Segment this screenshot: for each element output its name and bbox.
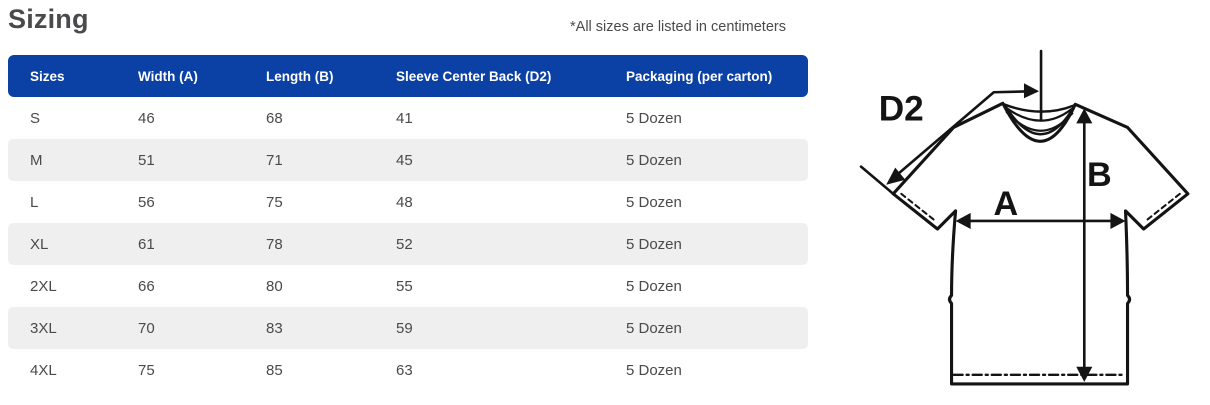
sleeve-arrowhead-top bbox=[1023, 83, 1040, 99]
page-title: Sizing bbox=[8, 4, 89, 34]
sleeve-label: D2 bbox=[879, 89, 924, 128]
length-arrowhead-bottom bbox=[1076, 366, 1093, 382]
size-cell: 63 bbox=[396, 361, 413, 379]
size-cell: 48 bbox=[396, 193, 413, 211]
left-cuff-stitch bbox=[900, 192, 937, 222]
length-arrowhead-top bbox=[1076, 108, 1093, 124]
size-cell: L bbox=[30, 193, 39, 211]
size-row: 4XL 75 85 63 5 Dozen bbox=[8, 349, 808, 391]
tshirt-outline bbox=[891, 101, 1190, 386]
size-row: XL 61 78 52 5 Dozen bbox=[8, 223, 808, 265]
size-cell: 2XL bbox=[30, 277, 57, 295]
size-cell: 5 Dozen bbox=[626, 109, 682, 127]
size-cell: 46 bbox=[138, 109, 155, 127]
size-row: M 51 71 45 5 Dozen bbox=[8, 139, 808, 181]
cuff-extension-line bbox=[859, 165, 895, 196]
size-cell: 71 bbox=[266, 151, 283, 169]
size-cell: M bbox=[30, 151, 43, 169]
size-cell: 80 bbox=[266, 277, 283, 295]
size-row: 2XL 66 80 55 5 Dozen bbox=[8, 265, 808, 307]
width-arrowhead-left bbox=[955, 212, 971, 230]
size-cell: 66 bbox=[138, 277, 155, 295]
width-arrowhead-right bbox=[1110, 212, 1126, 230]
size-cell: 59 bbox=[396, 319, 413, 337]
tshirt-diagram-svg: D2 A B bbox=[859, 49, 1190, 386]
size-cell: 68 bbox=[266, 109, 283, 127]
size-cell: 83 bbox=[266, 319, 283, 337]
width-label: A bbox=[994, 185, 1019, 223]
size-table-body: S 46 68 41 5 Dozen M 51 71 45 5 Dozen L 56 75 48 5 Doz… bbox=[8, 97, 808, 391]
size-cell: 56 bbox=[138, 193, 155, 211]
size-cell: 3XL bbox=[30, 319, 57, 337]
size-cell: 5 Dozen bbox=[626, 319, 682, 337]
size-cell: XL bbox=[30, 235, 49, 253]
size-cell: 52 bbox=[396, 235, 413, 253]
size-cell: 5 Dozen bbox=[626, 151, 682, 169]
size-row: S 46 68 41 5 Dozen bbox=[8, 97, 808, 139]
size-cell: 4XL bbox=[30, 361, 57, 379]
size-cell: 55 bbox=[396, 277, 413, 295]
right-cuff-stitch bbox=[1144, 192, 1181, 222]
size-table-header: Sizes Width (A) Length (B) Sleeve Center Ba… bbox=[8, 55, 808, 97]
size-cell: 78 bbox=[266, 235, 283, 253]
collar-inner-edge bbox=[1003, 104, 1076, 136]
size-cell: 5 Dozen bbox=[626, 277, 682, 295]
size-table: Sizes Width (A) Length (B) Sleeve Center Ba… bbox=[8, 55, 808, 391]
column-header: Sleeve Center Back (D2) bbox=[396, 68, 552, 84]
size-cell: 85 bbox=[266, 361, 283, 379]
tshirt-measurement-diagram: D2 A B bbox=[853, 48, 1210, 405]
size-cell: 70 bbox=[138, 319, 155, 337]
size-cell: S bbox=[30, 109, 41, 127]
size-cell: 41 bbox=[396, 109, 413, 127]
size-row: L 56 75 48 5 Dozen bbox=[8, 181, 808, 223]
column-header: Packaging (per carton) bbox=[626, 68, 773, 84]
column-header: Length (B) bbox=[266, 68, 334, 84]
size-row: 3XL 70 83 59 5 Dozen bbox=[8, 307, 808, 349]
column-header: Width (A) bbox=[138, 68, 198, 84]
length-label: B bbox=[1087, 156, 1112, 194]
size-cell: 51 bbox=[138, 151, 155, 169]
size-cell: 5 Dozen bbox=[626, 193, 682, 211]
size-cell: 5 Dozen bbox=[626, 235, 682, 253]
sleeve-arrowhead-bottom bbox=[886, 167, 906, 185]
column-header: Sizes bbox=[30, 68, 65, 84]
size-cell: 61 bbox=[138, 235, 155, 253]
size-cell: 75 bbox=[138, 361, 155, 379]
sleeve-arrow-line bbox=[889, 89, 1038, 182]
units-note: *All sizes are listed in centimeters bbox=[570, 19, 786, 35]
collar-back-edge bbox=[1002, 103, 1076, 113]
size-cell: 75 bbox=[266, 193, 283, 211]
size-cell: 5 Dozen bbox=[626, 361, 682, 379]
size-cell: 45 bbox=[396, 151, 413, 169]
